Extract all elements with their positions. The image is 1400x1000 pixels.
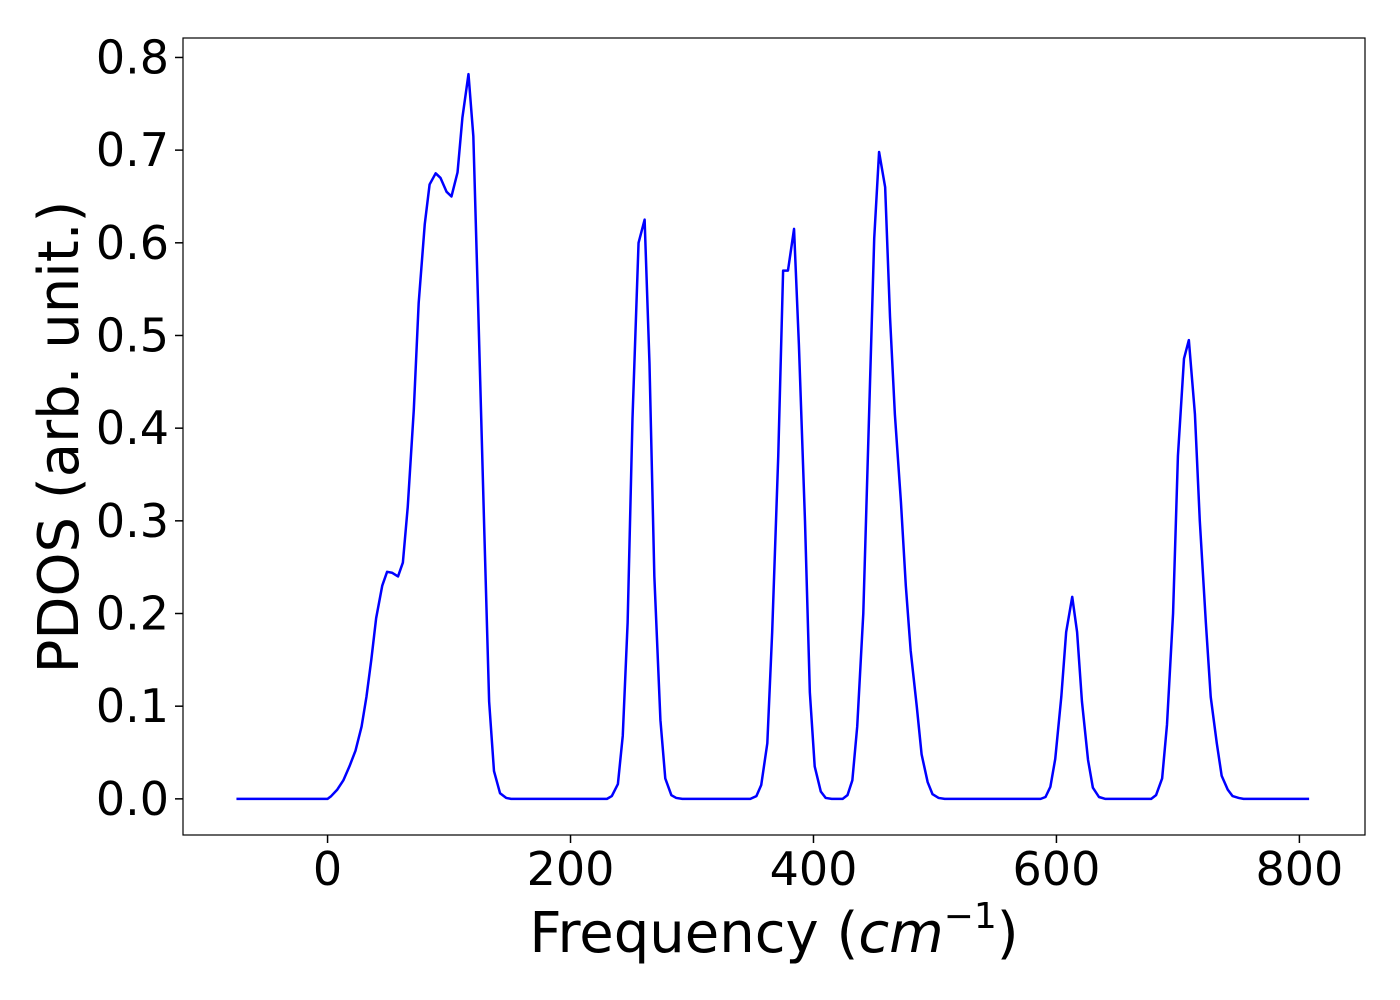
y-tick-label: 0.8: [96, 30, 169, 84]
y-tick-label: 0.4: [96, 401, 169, 455]
x-label-superscript: −1: [944, 896, 997, 937]
x-label-text: Frequency (: [529, 901, 858, 966]
y-tick-label: 0.0: [96, 772, 169, 826]
pdos-line: [236, 72, 1310, 801]
x-tick-label: 800: [1255, 842, 1343, 896]
y-tick-label: 0.3: [96, 494, 169, 548]
y-tick-label: 0.1: [96, 679, 169, 733]
x-label-math: cm: [858, 901, 943, 966]
y-tick-label: 0.7: [96, 123, 169, 177]
y-tick-label: 0.2: [96, 587, 169, 641]
x-tick-label: 400: [770, 842, 858, 896]
plot-frame: [182, 37, 1366, 836]
y-tick-label: 0.5: [96, 308, 169, 362]
x-tick-label: 200: [527, 842, 615, 896]
x-tick-label: 600: [1013, 842, 1101, 896]
x-axis-label: Frequency (cm−1): [529, 896, 1018, 966]
x-label-text: ): [997, 901, 1019, 966]
x-tick-label: 0: [313, 842, 342, 896]
y-axis-label: PDOS (arb. unit.): [27, 201, 92, 674]
y-tick-label: 0.6: [96, 216, 169, 270]
